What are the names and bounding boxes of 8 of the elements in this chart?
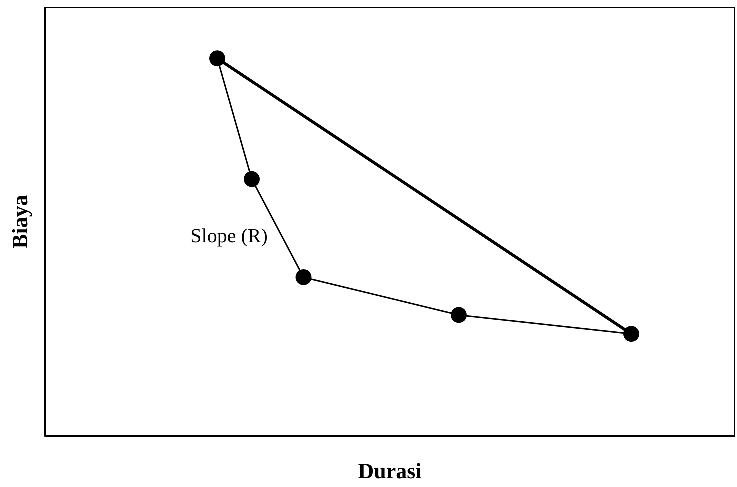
point bbox=[210, 50, 226, 67]
point bbox=[624, 326, 640, 342]
annotation: Slope (R) bbox=[190, 225, 268, 248]
point bbox=[244, 171, 260, 188]
point bbox=[451, 307, 467, 324]
y-axis-title: Biaya bbox=[8, 195, 32, 249]
x-axis-title: Durasi bbox=[358, 458, 422, 484]
point bbox=[296, 269, 312, 286]
